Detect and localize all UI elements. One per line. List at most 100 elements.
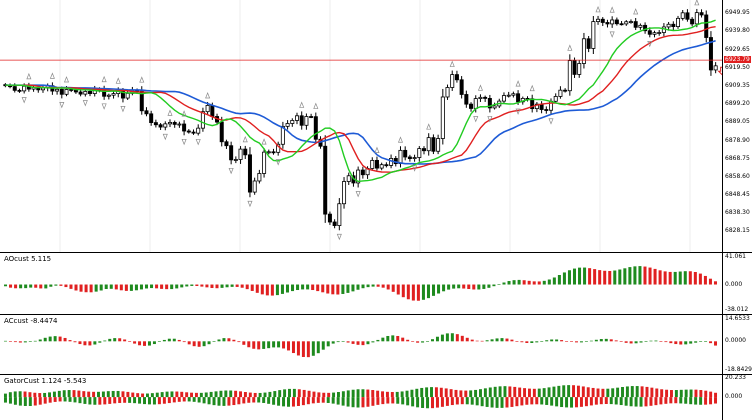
bearish-candle <box>487 98 492 109</box>
ao-bar <box>457 284 461 289</box>
indicator-scale-tick: 20.233 <box>725 374 746 381</box>
gator-lower-bar <box>435 397 439 408</box>
gator-lower-bar <box>560 397 564 408</box>
ac-bar <box>282 341 286 349</box>
pane-separator[interactable] <box>0 314 752 315</box>
ac-bar <box>326 341 330 347</box>
fractal-up-icon <box>529 84 535 92</box>
ac-bar <box>674 341 678 345</box>
ao-bar <box>517 279 521 285</box>
ac-bar <box>222 338 226 342</box>
gator-scale[interactable]: 20.233 0.000 <box>722 375 752 420</box>
ac-bar <box>167 338 171 342</box>
gator-lower-bar <box>699 397 703 405</box>
gator-upper-bar <box>97 391 100 398</box>
ac-bar <box>366 341 370 345</box>
gator-upper-bar <box>581 386 585 398</box>
gator-lower-bar <box>535 397 539 405</box>
ac-bar <box>386 335 390 342</box>
ac-bar <box>252 341 256 349</box>
fractal-down-icon <box>647 40 653 48</box>
gator-lower-bar <box>664 397 668 404</box>
ao-indicator-pane[interactable]: AOcust 5.115 <box>0 253 722 314</box>
gator-indicator-pane[interactable]: GatorCust 1.124 -5.543 <box>0 375 722 420</box>
bearish-candle <box>12 86 17 91</box>
gator-lower-bar <box>172 397 176 403</box>
ac-bar <box>505 338 509 342</box>
ao-bar <box>109 284 113 289</box>
gator-upper-bar <box>552 386 556 398</box>
ac-bar <box>108 338 112 342</box>
gator-lower-bar <box>654 397 658 406</box>
bullish-candle <box>342 181 347 205</box>
gator-upper-bar <box>454 389 458 398</box>
ao-indicator-label: AOcust 5.115 <box>4 255 52 263</box>
gator-lower-bar <box>575 397 578 408</box>
gator-upper-bar <box>503 386 507 398</box>
ac-bar <box>38 339 42 342</box>
ac-bar <box>262 341 266 349</box>
ao-scale[interactable]: 41.061 0.000 -38.012 <box>722 253 752 314</box>
ac-bar <box>28 341 32 342</box>
ao-bar <box>301 284 305 290</box>
gator-lower-bar <box>147 397 151 405</box>
gator-upper-bar <box>273 391 277 398</box>
gator-lower-bar <box>227 397 231 406</box>
gator-upper-bar <box>136 393 140 398</box>
gator-upper-bar <box>523 388 527 398</box>
pane-separator[interactable] <box>0 252 752 253</box>
gator-lower-bar <box>321 397 325 403</box>
ao-bar <box>703 275 707 285</box>
ac-bar <box>18 341 22 343</box>
gator-lower-bar <box>296 397 300 406</box>
ao-bar <box>482 284 486 289</box>
price-chart[interactable] <box>0 0 722 252</box>
ao-bar <box>567 270 571 285</box>
sell-arrow-icon <box>717 66 722 76</box>
ac-indicator-pane[interactable]: ACcust -8.4474 <box>0 315 722 374</box>
price-chart-pane[interactable] <box>0 0 722 252</box>
gator-lower-bar <box>376 397 380 405</box>
bearish-candle <box>384 164 389 167</box>
ac-bar <box>495 338 499 342</box>
ac-bar <box>172 338 176 342</box>
gator-lower-bar <box>341 397 345 406</box>
bearish-candle <box>459 79 464 95</box>
fractal-down-icon <box>195 139 201 146</box>
ac-bar <box>207 341 211 345</box>
ao-bar <box>603 270 607 285</box>
ao-bar <box>316 284 320 292</box>
gator-lower-bar <box>192 397 196 402</box>
bearish-candle <box>633 21 638 28</box>
ao-bar <box>150 284 154 289</box>
ao-bar <box>291 284 295 292</box>
ac-bar <box>227 338 231 342</box>
ao-bar <box>643 266 647 285</box>
pane-separator[interactable] <box>0 374 752 375</box>
ac-scale[interactable]: 14.6533 0.0000 -18.8429 <box>722 315 752 374</box>
ao-bar <box>562 272 566 285</box>
ac-bar <box>624 341 628 343</box>
price-scale[interactable]: 6923.79 6949.95 6939.80 6929.65 6919.50 6909… <box>722 0 752 252</box>
indicator-scale-tick: -38.012 <box>725 306 749 313</box>
bullish-candle <box>473 98 478 109</box>
gator-lower-bar <box>396 397 400 404</box>
ao-bar <box>396 284 400 295</box>
ao-bar <box>69 284 73 289</box>
gator-lower-bar <box>48 397 52 403</box>
ao-bar <box>507 281 511 285</box>
ac-bar <box>23 341 27 343</box>
ac-bar <box>654 340 658 342</box>
ac-bar <box>356 341 360 345</box>
ao-bar <box>497 284 501 285</box>
bullish-candle <box>294 115 299 121</box>
gator-upper-bar <box>170 391 174 398</box>
ac-bar <box>13 341 17 343</box>
ac-bar <box>530 341 534 343</box>
gator-upper-bar <box>72 390 76 398</box>
fractal-down-icon <box>515 108 521 115</box>
bullish-candle <box>64 89 69 95</box>
bearish-candle <box>59 88 64 95</box>
ac-bar <box>426 341 430 342</box>
gator-upper-bar <box>48 392 51 398</box>
